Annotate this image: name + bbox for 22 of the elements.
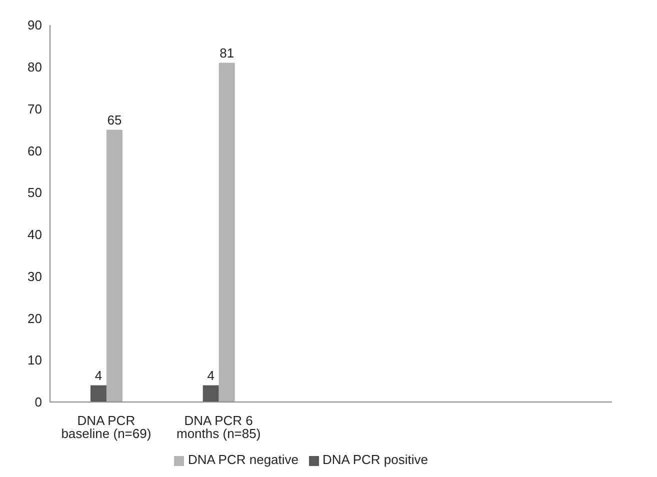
bar bbox=[90, 385, 106, 402]
y-tick-label: 10 bbox=[28, 352, 42, 368]
y-tick-label: 70 bbox=[28, 101, 42, 116]
x-tick-label: DNA PCR baseline (n=69) bbox=[61, 413, 152, 442]
bar bbox=[218, 62, 235, 402]
y-tick-label: 40 bbox=[28, 227, 42, 242]
y-tick-label: 60 bbox=[28, 143, 42, 158]
y-tick-label: 50 bbox=[28, 185, 42, 200]
data-label: 65 bbox=[107, 112, 122, 128]
y-tick-label: 90 bbox=[28, 18, 42, 33]
data-label: 4 bbox=[94, 368, 102, 384]
bar bbox=[106, 130, 122, 402]
y-tick-label: 20 bbox=[28, 310, 42, 326]
data-label: 4 bbox=[207, 368, 214, 384]
data-label: 81 bbox=[220, 46, 234, 61]
legend-label: DNA PCR negative bbox=[188, 452, 299, 467]
y-tick-label: 80 bbox=[28, 60, 42, 75]
legend-label: DNA PCR positive bbox=[322, 452, 428, 467]
bar bbox=[202, 385, 219, 402]
x-tick-label: DNA PCR 6 months (n=85) bbox=[176, 413, 261, 442]
y-tick-label: 30 bbox=[28, 268, 42, 284]
y-tick-label: 0 bbox=[34, 394, 42, 410]
